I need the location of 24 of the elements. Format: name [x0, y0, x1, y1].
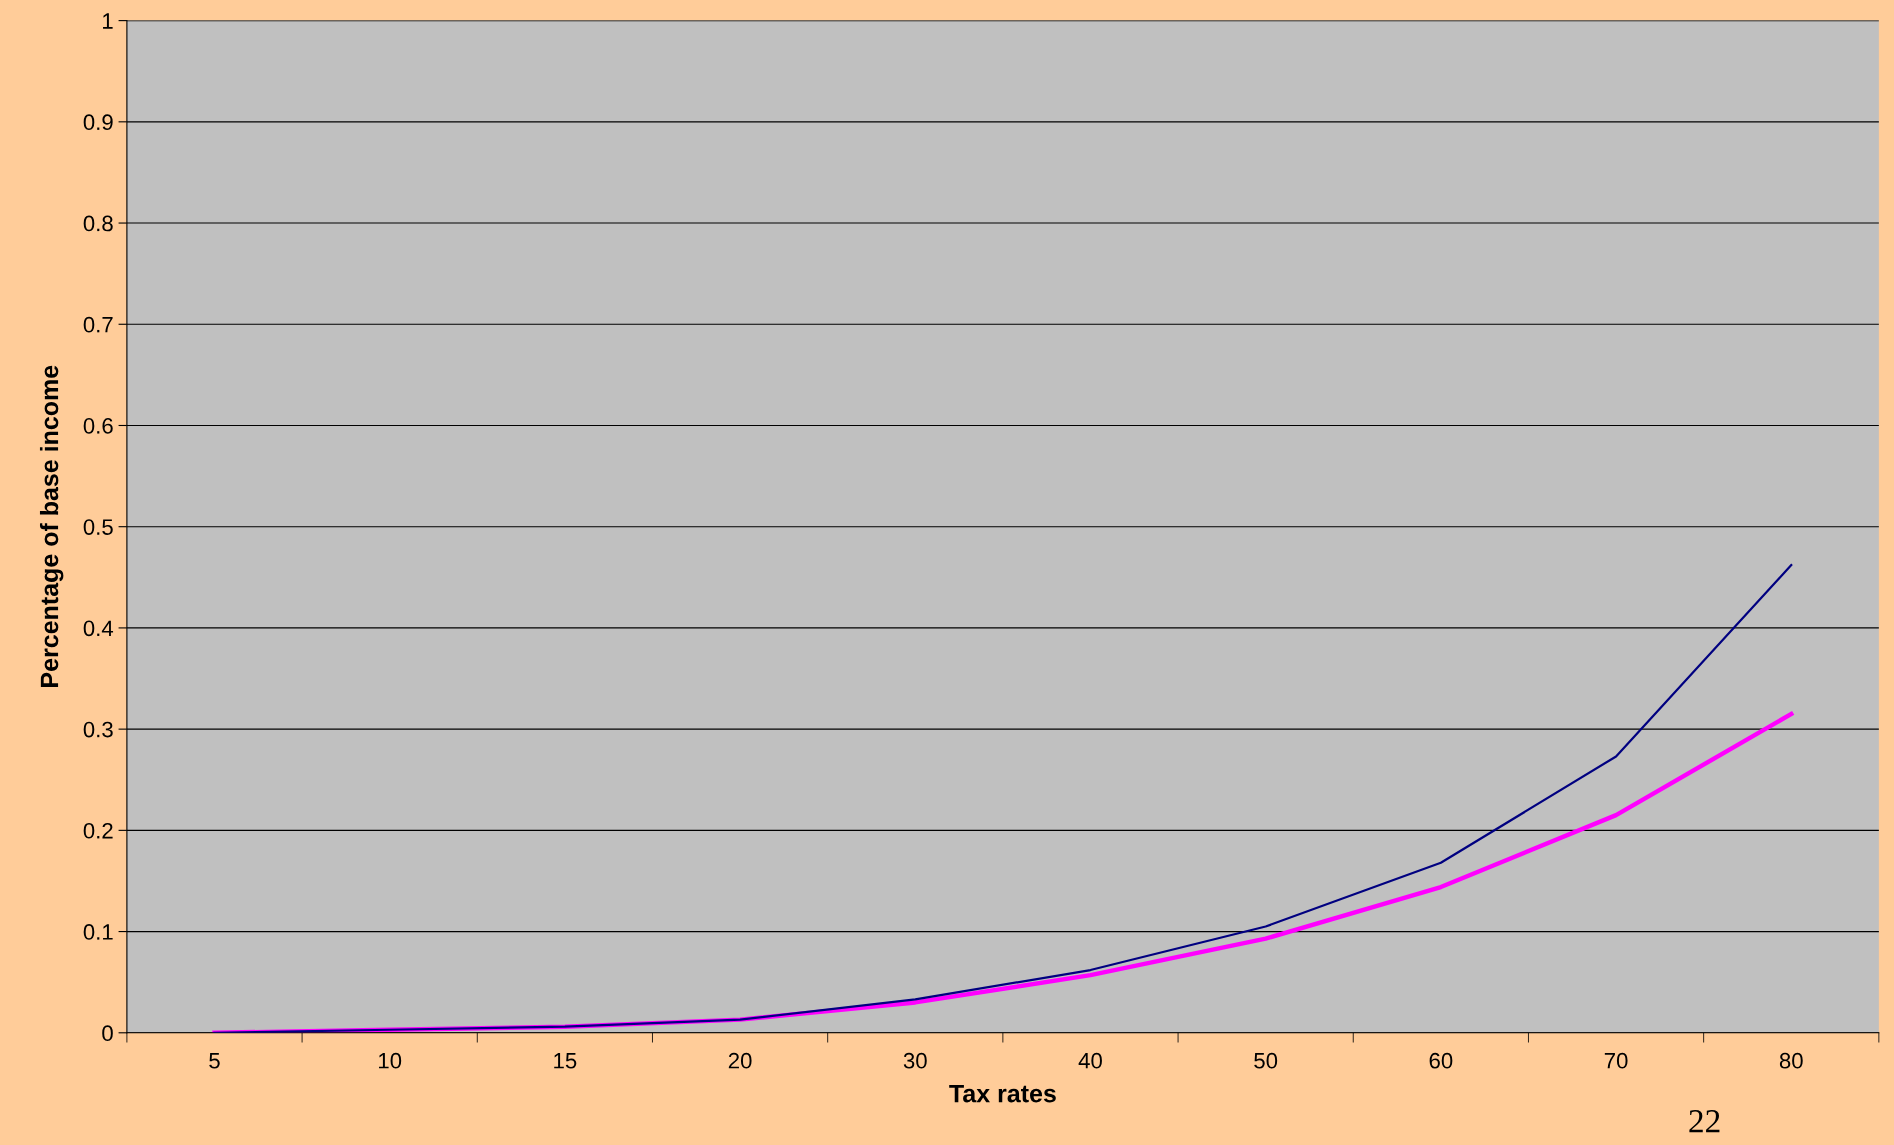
x-tick-label: 10 — [379, 1052, 402, 1069]
y-tick-label: 1 — [103, 13, 113, 29]
x-tick-label: 50 — [1254, 1052, 1278, 1069]
x-axis-title: Tax rates — [949, 1084, 1056, 1103]
y-tick-label: 0.1 — [83, 924, 113, 940]
x-tick-label: 30 — [903, 1052, 927, 1069]
y-tick-label: 0.4 — [83, 620, 114, 637]
x-tick-label: 5 — [209, 1053, 220, 1069]
y-tick-label: 0.5 — [83, 519, 113, 535]
y-tick-label: 0 — [102, 1025, 113, 1042]
x-tick-label: 60 — [1429, 1052, 1453, 1069]
y-tick-label: 0.9 — [83, 114, 113, 131]
y-tick-label: 0.2 — [83, 822, 113, 839]
x-tick-label: 80 — [1779, 1052, 1803, 1069]
y-tick-label: 0.3 — [83, 721, 113, 738]
y-tick-label: 0.8 — [83, 215, 113, 232]
x-tick-label: 40 — [1078, 1052, 1102, 1069]
x-tick-label: 15 — [554, 1053, 577, 1069]
text: 22 — [1689, 1110, 1720, 1133]
y-axis-title: Percentage of base income — [39, 365, 64, 687]
x-tick-label: 20 — [728, 1052, 752, 1069]
y-tick-label: 0.6 — [83, 418, 113, 434]
y-tick-label: 0.7 — [83, 316, 113, 333]
x-tick-label: 70 — [1604, 1052, 1628, 1069]
